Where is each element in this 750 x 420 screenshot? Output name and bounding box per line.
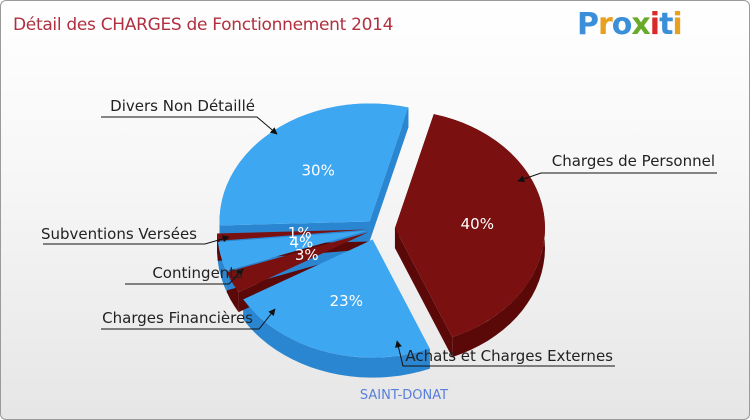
slice-category-label: Divers Non Détaillé [110, 97, 255, 115]
pie-slice [226, 232, 368, 293]
leader-line [101, 308, 276, 330]
pie-slice-face [369, 107, 409, 242]
logo-letter: i [672, 7, 682, 42]
logo-letter: o [611, 7, 633, 42]
chart-title: Détail des CHARGES de Fonctionnement 201… [13, 15, 394, 35]
leader-line [517, 172, 717, 183]
leader-line [43, 235, 230, 245]
pie-slice [394, 114, 545, 338]
pie-slice [243, 239, 430, 358]
pie-slice [217, 230, 368, 271]
slice-percent-label: 3% [295, 246, 319, 264]
slice-percent-label: 40% [461, 215, 494, 233]
slice-category-label: Charges Financières [102, 309, 253, 327]
logo-letter: t [659, 7, 673, 42]
slice-category-label: Achats et Charges Externes [405, 347, 613, 365]
slice-percent-label: 23% [330, 292, 363, 310]
pie-slice-face [394, 228, 453, 358]
proxiti-logo: Proxiti [577, 7, 683, 42]
logo-letter: x [631, 7, 650, 42]
leader-line [101, 116, 278, 135]
pie-slice-side [243, 299, 430, 378]
slice-category-label: Subventions Versées [41, 225, 197, 243]
slice-category-label: Charges de Personnel [552, 152, 715, 170]
leader-line [125, 268, 244, 285]
logo-letter: r [598, 7, 613, 42]
slice-percent-label: 1% [288, 224, 312, 242]
leader-line [395, 340, 615, 367]
logo-letter: P [577, 7, 599, 42]
slice-category-label: Contingents [152, 264, 243, 282]
city-subtitle: SAINT-DONAT [360, 388, 448, 403]
slice-percent-label: 30% [302, 162, 335, 180]
pie-slice [219, 103, 409, 226]
pie-slice [217, 229, 368, 241]
slice-percent-label: 4% [290, 233, 314, 251]
logo-letter: i [649, 7, 660, 42]
